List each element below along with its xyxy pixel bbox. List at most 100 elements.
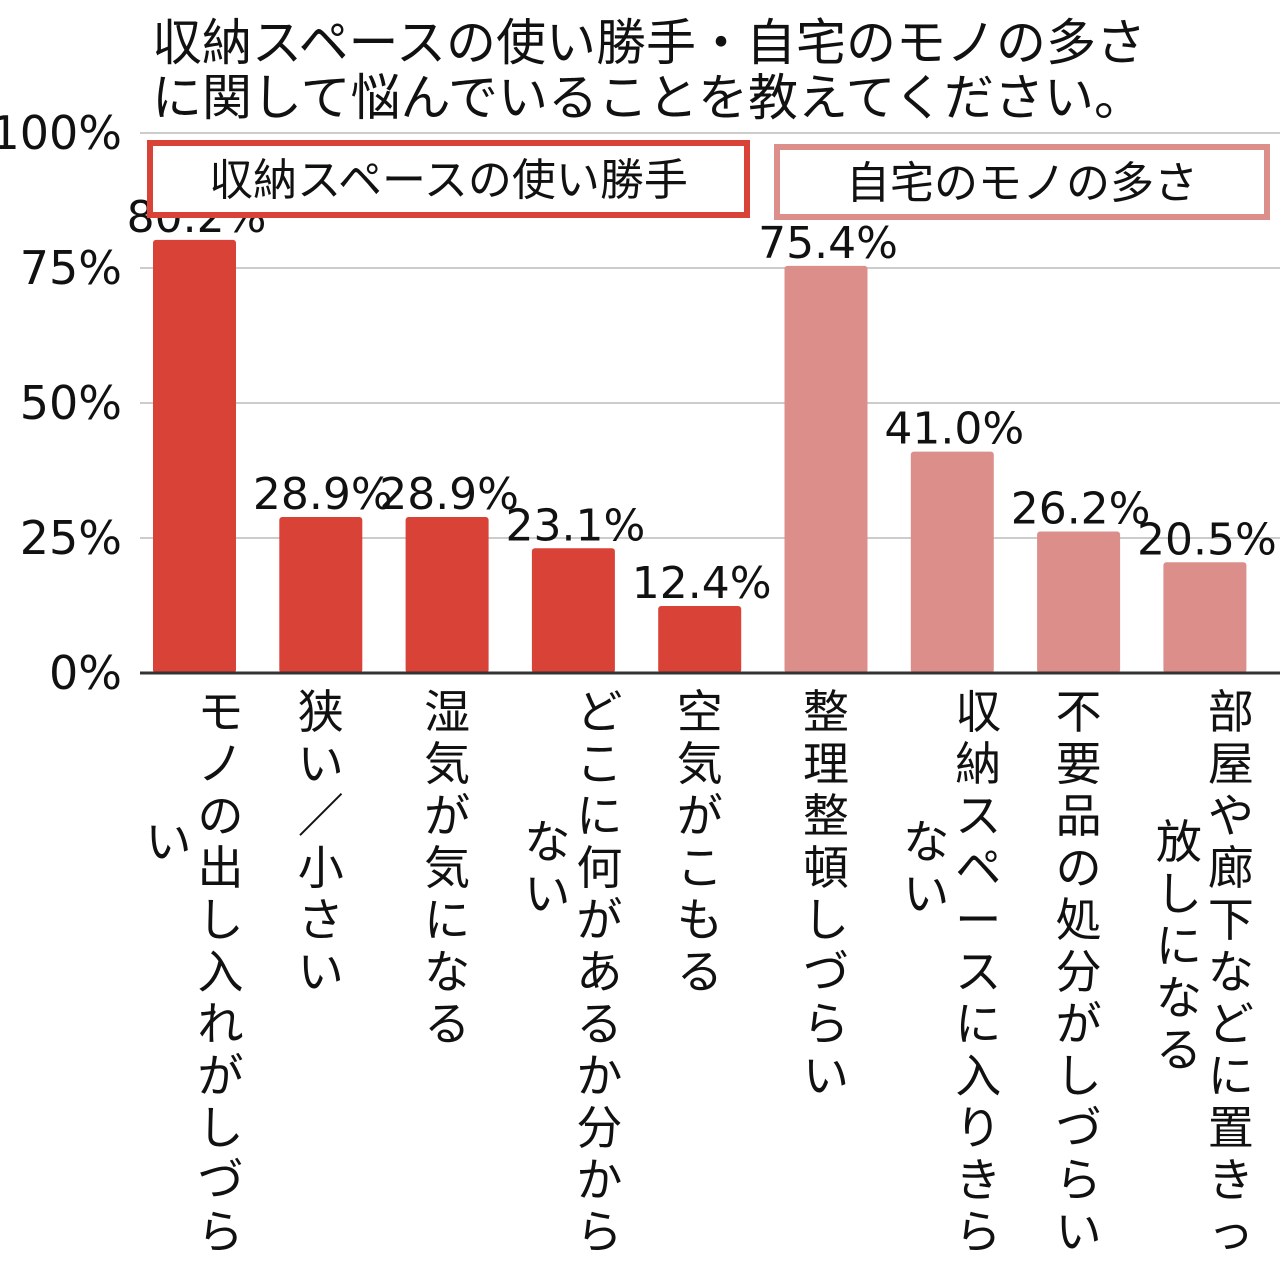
- category-label-glyph: ら: [198, 1205, 244, 1259]
- category-label-glyph: 出: [198, 841, 244, 895]
- category-label-glyph: い: [298, 737, 344, 791]
- bar: [1163, 562, 1247, 673]
- category-label-glyph: し: [1156, 867, 1202, 921]
- category-label-glyph: き: [955, 1153, 1001, 1207]
- category-label-glyph: ス: [955, 789, 1001, 843]
- category-label-glyph: 納: [955, 737, 1001, 791]
- category-label-glyph: い: [803, 1049, 849, 1103]
- data-label: 28.9%: [253, 469, 393, 520]
- data-label: 75.4%: [758, 218, 898, 269]
- category-label-glyph: が: [576, 893, 622, 947]
- data-label: 12.4%: [632, 558, 772, 609]
- category-label-glyph: か: [576, 1153, 622, 1207]
- category-label-glyph: が: [677, 789, 723, 843]
- category-label-glyph: が: [1056, 997, 1102, 1051]
- category-labels: モノの出し入れがしづらいモノの出し入れがしづらい狭い／小さい狭い／小さい湿気が気…: [146, 685, 1254, 1259]
- category-label-glyph: づ: [803, 945, 849, 999]
- category-label-glyph: き: [1208, 1153, 1254, 1207]
- category-label-glyph: 放: [1156, 815, 1202, 869]
- category-label-glyph: る: [677, 945, 723, 999]
- y-tick-label: 0%: [49, 646, 122, 700]
- category-label-glyph: 空: [677, 685, 723, 739]
- category-label-glyph: 気: [424, 841, 470, 895]
- y-tick-label: 25%: [20, 511, 122, 565]
- category-label-glyph: な: [424, 945, 470, 999]
- data-label: 26.2%: [1011, 484, 1151, 535]
- category-label-glyph: ー: [955, 893, 1001, 947]
- category-label-glyph: 分: [576, 1101, 622, 1155]
- category-label-glyph: 不: [1056, 685, 1102, 739]
- y-tick-label: 75%: [20, 241, 122, 295]
- category-label-glyph: し: [198, 893, 244, 947]
- category-label: モノの出し入れがしづらいモノの出し入れがしづらい: [146, 685, 244, 1259]
- category-label-glyph: が: [198, 1049, 244, 1103]
- category-label-glyph: に: [424, 893, 470, 947]
- category-label-glyph: る: [1156, 1023, 1202, 1077]
- bar: [153, 239, 236, 674]
- category-label-glyph: ら: [1056, 1153, 1102, 1207]
- category-label-glyph: あ: [576, 945, 622, 999]
- category-label-glyph: な: [524, 815, 570, 869]
- category-label-glyph: こ: [677, 841, 723, 895]
- category-label-glyph: る: [576, 997, 622, 1051]
- category-label-glyph: か: [576, 1049, 622, 1103]
- category-label-glyph: 下: [1208, 893, 1254, 947]
- category-label-glyph: 気: [424, 737, 470, 791]
- category-label-glyph: っ: [1208, 1205, 1254, 1259]
- data-label: 41.0%: [884, 404, 1024, 455]
- bar: [1037, 531, 1121, 673]
- category-label: 整理整頓しづらい整理整頓しづらい: [803, 685, 849, 1103]
- bars: [153, 239, 1247, 674]
- category-label-glyph: の: [198, 789, 244, 843]
- category-label-glyph: 湿: [424, 685, 470, 739]
- category-label-glyph: 屋: [1208, 737, 1254, 791]
- bar: [405, 516, 489, 673]
- bar: [784, 265, 868, 673]
- category-label-glyph: 処: [1056, 893, 1102, 947]
- category-label-glyph: し: [803, 893, 849, 947]
- y-tick-label: 50%: [20, 376, 122, 430]
- category-label-glyph: ／: [298, 789, 344, 843]
- y-axis-ticks: 0% 25% 50% 75% 100%: [0, 106, 122, 700]
- bar: [531, 548, 615, 673]
- category-label: どこに何があるか分からないどこに何があるか分からない: [524, 685, 622, 1259]
- category-label-glyph: 収: [955, 685, 1001, 739]
- category-label-glyph: ど: [1208, 997, 1254, 1051]
- category-label-glyph: い: [903, 867, 949, 921]
- category-label-glyph: に: [576, 789, 622, 843]
- bar: [279, 516, 363, 673]
- category-label-glyph: ス: [955, 945, 1001, 999]
- category-label-glyph: 頓: [803, 841, 849, 895]
- category-label-glyph: に: [1208, 1049, 1254, 1103]
- category-label-glyph: ど: [576, 685, 622, 739]
- category-label: 湿気が気になる湿気が気になる: [424, 685, 470, 1051]
- data-label: 28.9%: [379, 469, 519, 520]
- category-label-glyph: し: [1056, 1049, 1102, 1103]
- category-label-glyph: 入: [955, 1049, 1001, 1103]
- category-label-glyph: 分: [1056, 945, 1102, 999]
- category-label: 空気がこもる空気がこもる: [677, 685, 723, 999]
- category-label-glyph: 気: [677, 737, 723, 791]
- category-label-glyph: な: [1208, 945, 1254, 999]
- category-label-glyph: こ: [576, 737, 622, 791]
- category-label-glyph: 整: [803, 685, 849, 739]
- category-label-glyph: 理: [803, 737, 849, 791]
- category-label-glyph: り: [955, 1101, 1001, 1155]
- bar: [658, 606, 742, 673]
- category-label-glyph: 置: [1208, 1101, 1254, 1155]
- category-label-glyph: ら: [955, 1205, 1001, 1259]
- data-label: 20.5%: [1137, 514, 1277, 565]
- category-label-glyph: が: [424, 789, 470, 843]
- category-label-glyph: い: [298, 945, 344, 999]
- category-label-glyph: 整: [803, 789, 849, 843]
- category-label-glyph: 要: [1056, 737, 1102, 791]
- category-label-glyph: に: [955, 997, 1001, 1051]
- category-label-glyph: ら: [576, 1205, 622, 1259]
- category-label-glyph: 狭: [298, 685, 344, 739]
- category-label-glyph: に: [1156, 919, 1202, 973]
- category-label: 狭い／小さい狭い／小さい: [298, 685, 344, 999]
- category-label-glyph: な: [903, 815, 949, 869]
- category-label-glyph: づ: [1056, 1101, 1102, 1155]
- category-label-glyph: な: [1156, 971, 1202, 1025]
- category-label-glyph: 部: [1208, 685, 1254, 739]
